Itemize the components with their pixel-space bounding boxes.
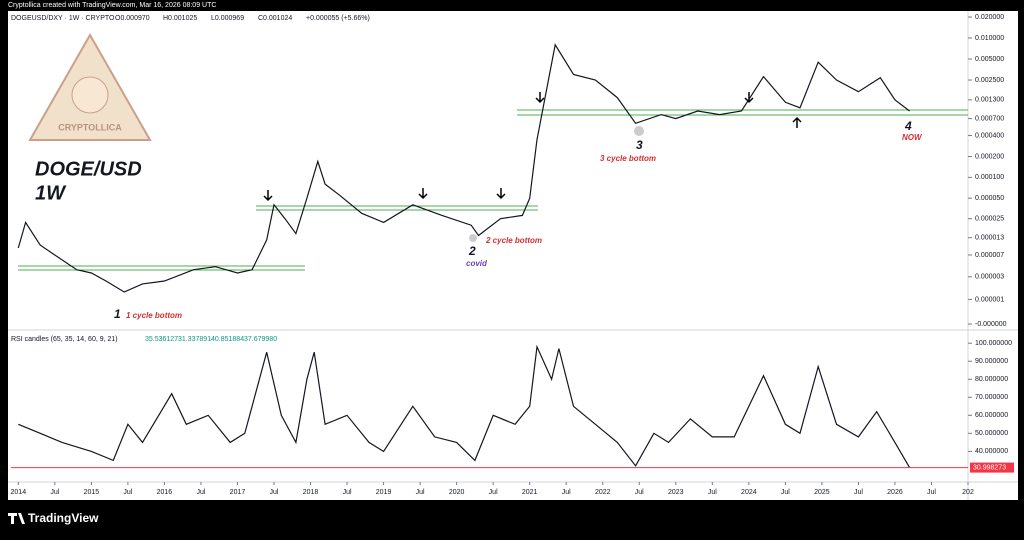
y-tick-label: 0.000200 bbox=[975, 153, 1004, 160]
y-tick-label: 0.010000 bbox=[975, 35, 1004, 42]
x-tick-label: Jul bbox=[927, 489, 936, 496]
ohlc: O0.000970 bbox=[115, 15, 150, 22]
x-tick-label: 2022 bbox=[595, 489, 611, 496]
x-tick-label: Jul bbox=[343, 489, 352, 496]
header: Cryptollica created with TradingView.com… bbox=[8, 2, 216, 9]
y-tick-label: 100.000000 bbox=[975, 340, 1012, 347]
rsi-legend-value: 40.851884 bbox=[211, 336, 244, 343]
x-tick-label: 202 bbox=[962, 489, 974, 496]
x-tick-label: 2026 bbox=[887, 489, 903, 496]
ohlc: L0.000969 bbox=[211, 15, 244, 22]
last-value-label: 30.998273 bbox=[973, 464, 1006, 471]
timeframe-label: 1W bbox=[35, 182, 67, 204]
y-tick-label: 90.000000 bbox=[975, 358, 1008, 365]
annotation: 1 cycle bottom bbox=[126, 311, 182, 320]
annotation: 2 cycle bottom bbox=[485, 236, 542, 245]
x-tick-label: Jul bbox=[854, 489, 863, 496]
x-tick-label: 2021 bbox=[522, 489, 538, 496]
marker bbox=[469, 234, 477, 242]
chart-area bbox=[8, 11, 1018, 500]
y-tick-label: 80.000000 bbox=[975, 376, 1008, 383]
x-tick-label: 2014 bbox=[11, 489, 27, 496]
x-tick-label: Jul bbox=[196, 489, 205, 496]
annotation: 3 cycle bottom bbox=[600, 154, 656, 163]
y-tick-label: 0.000050 bbox=[975, 195, 1004, 202]
x-tick-label: 2020 bbox=[449, 489, 465, 496]
series-line bbox=[17, 43, 910, 293]
x-tick-label: 2017 bbox=[230, 489, 246, 496]
x-tick-label: Jul bbox=[123, 489, 132, 496]
arrows bbox=[263, 92, 802, 202]
x-tick-label: 2025 bbox=[814, 489, 830, 496]
logo-mark bbox=[8, 513, 25, 524]
x-tick-label: Jul bbox=[489, 489, 498, 496]
series-line bbox=[18, 344, 911, 468]
x-tick-label: Jul bbox=[50, 489, 59, 496]
x-tick-label: Jul bbox=[270, 489, 279, 496]
annotation: 4 bbox=[904, 119, 912, 133]
y-tick-label: 0.000100 bbox=[975, 174, 1004, 181]
rsi-legend-value: 37.679980 bbox=[244, 336, 277, 343]
y-tick-label: 70.000000 bbox=[975, 394, 1008, 401]
logo-text: TradingView bbox=[28, 511, 99, 525]
x-tick-label: Jul bbox=[781, 489, 790, 496]
y-tick-label: 50.000000 bbox=[975, 430, 1008, 437]
pair-label: DOGE/USD bbox=[35, 158, 142, 180]
y-tick-label: 0.000025 bbox=[975, 216, 1004, 223]
x-tick-label: 2015 bbox=[84, 489, 100, 496]
last-value-box bbox=[970, 462, 1014, 473]
watermark-text: CRYPTOLLICA bbox=[58, 122, 122, 132]
rsi-title: RSI candles (65, 35, 14, 60, 9, 21) bbox=[11, 336, 118, 343]
y-tick-label: 0.002500 bbox=[975, 77, 1004, 84]
y-tick-label: 0.000700 bbox=[975, 115, 1004, 122]
x-tick-label: 2024 bbox=[741, 489, 757, 496]
x-tick-label: Jul bbox=[562, 489, 571, 496]
rsi-legend-value: 35.536127 bbox=[145, 336, 178, 343]
y-tick-label: 0.000003 bbox=[975, 274, 1004, 281]
x-tick-label: 2019 bbox=[376, 489, 392, 496]
y-tick-label: 0.000007 bbox=[975, 252, 1004, 259]
symbol: DOGEUSD/DXY · 1W · CRYPTO bbox=[11, 15, 115, 22]
y-tick-label: 0.020000 bbox=[975, 14, 1004, 21]
x-tick-label: 2018 bbox=[303, 489, 319, 496]
y-tick-label: 40.000000 bbox=[975, 448, 1008, 455]
watermark: CRYPTOLLICA bbox=[28, 32, 152, 141]
y-tick-label: 60.000000 bbox=[975, 412, 1008, 419]
y-tick-label: 0.005000 bbox=[975, 56, 1004, 63]
x-tick-label: Jul bbox=[708, 489, 717, 496]
x-tick-label: 2016 bbox=[157, 489, 173, 496]
annotation: 1 bbox=[114, 307, 121, 321]
x-tick-label: Jul bbox=[635, 489, 644, 496]
annotation: 2 bbox=[468, 244, 476, 258]
annotation: covid bbox=[466, 259, 488, 268]
ohlc: C0.001024 bbox=[258, 15, 292, 22]
ohlc: H0.001025 bbox=[163, 15, 197, 22]
y-tick-label: 0.000400 bbox=[975, 132, 1004, 139]
x-tick-label: Jul bbox=[416, 489, 425, 496]
annotation: NOW bbox=[902, 133, 923, 142]
y-tick-label: -0.000000 bbox=[975, 321, 1007, 328]
ohlc: +0.000055 (+5.66%) bbox=[306, 15, 370, 22]
rsi-legend-value: 31.337891 bbox=[178, 336, 211, 343]
y-tick-label: 0.000013 bbox=[975, 235, 1004, 242]
y-tick-label: 0.001300 bbox=[975, 97, 1004, 104]
marker bbox=[634, 126, 644, 136]
y-tick-label: 0.000001 bbox=[975, 296, 1004, 303]
annotation: 3 bbox=[636, 138, 643, 152]
x-tick-label: 2023 bbox=[668, 489, 684, 496]
